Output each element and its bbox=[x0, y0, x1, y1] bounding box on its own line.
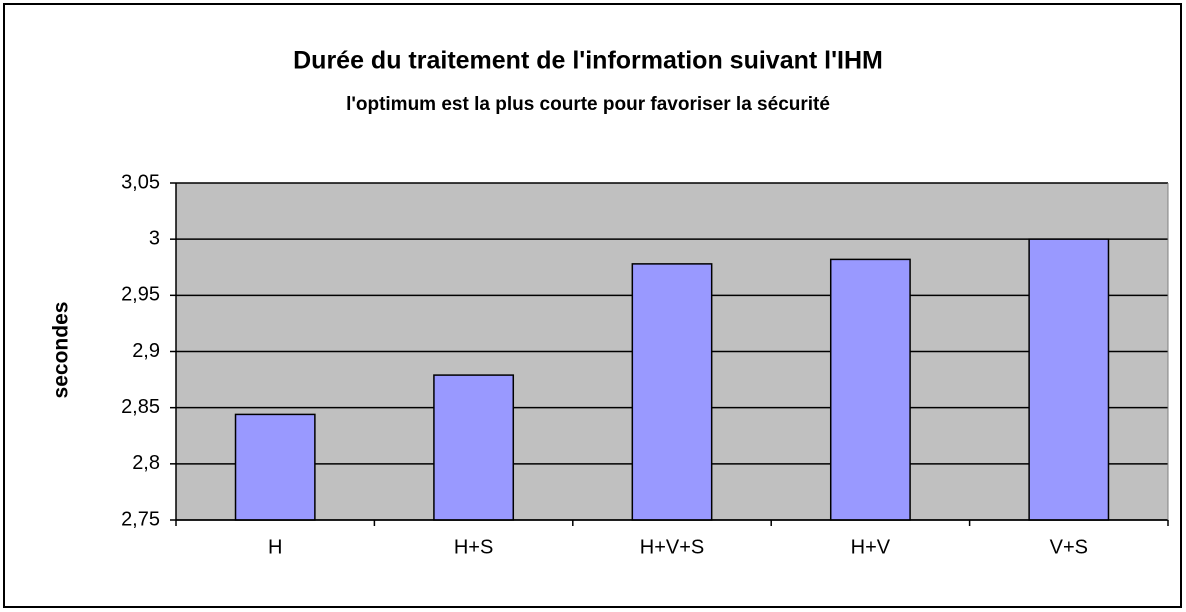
bar bbox=[433, 374, 515, 521]
y-axis-label: secondes bbox=[50, 302, 73, 399]
bar bbox=[1028, 238, 1110, 521]
bar bbox=[829, 258, 911, 521]
y-tick-label: 2,9 bbox=[132, 340, 160, 362]
bar bbox=[631, 263, 713, 521]
y-tick-label: 2,95 bbox=[121, 284, 160, 306]
chart-subtitle: l'optimum est la plus courte pour favori… bbox=[346, 94, 830, 115]
y-tick-label: 2,75 bbox=[121, 508, 160, 530]
y-tick-label: 3 bbox=[149, 227, 160, 249]
chart-title: Durée du traitement de l'information sui… bbox=[293, 47, 883, 75]
y-tick-label: 2,8 bbox=[132, 452, 160, 474]
x-tick-label: H+S bbox=[454, 536, 493, 558]
y-tick-label: 2,85 bbox=[121, 396, 160, 418]
y-tick-label: 3,05 bbox=[121, 171, 160, 193]
x-tick-label: H bbox=[268, 536, 282, 558]
x-tick-label: V+S bbox=[1050, 536, 1088, 558]
bar bbox=[234, 413, 316, 521]
x-tick-label: H+V bbox=[851, 536, 891, 558]
x-tick-label: H+V+S bbox=[640, 536, 704, 558]
